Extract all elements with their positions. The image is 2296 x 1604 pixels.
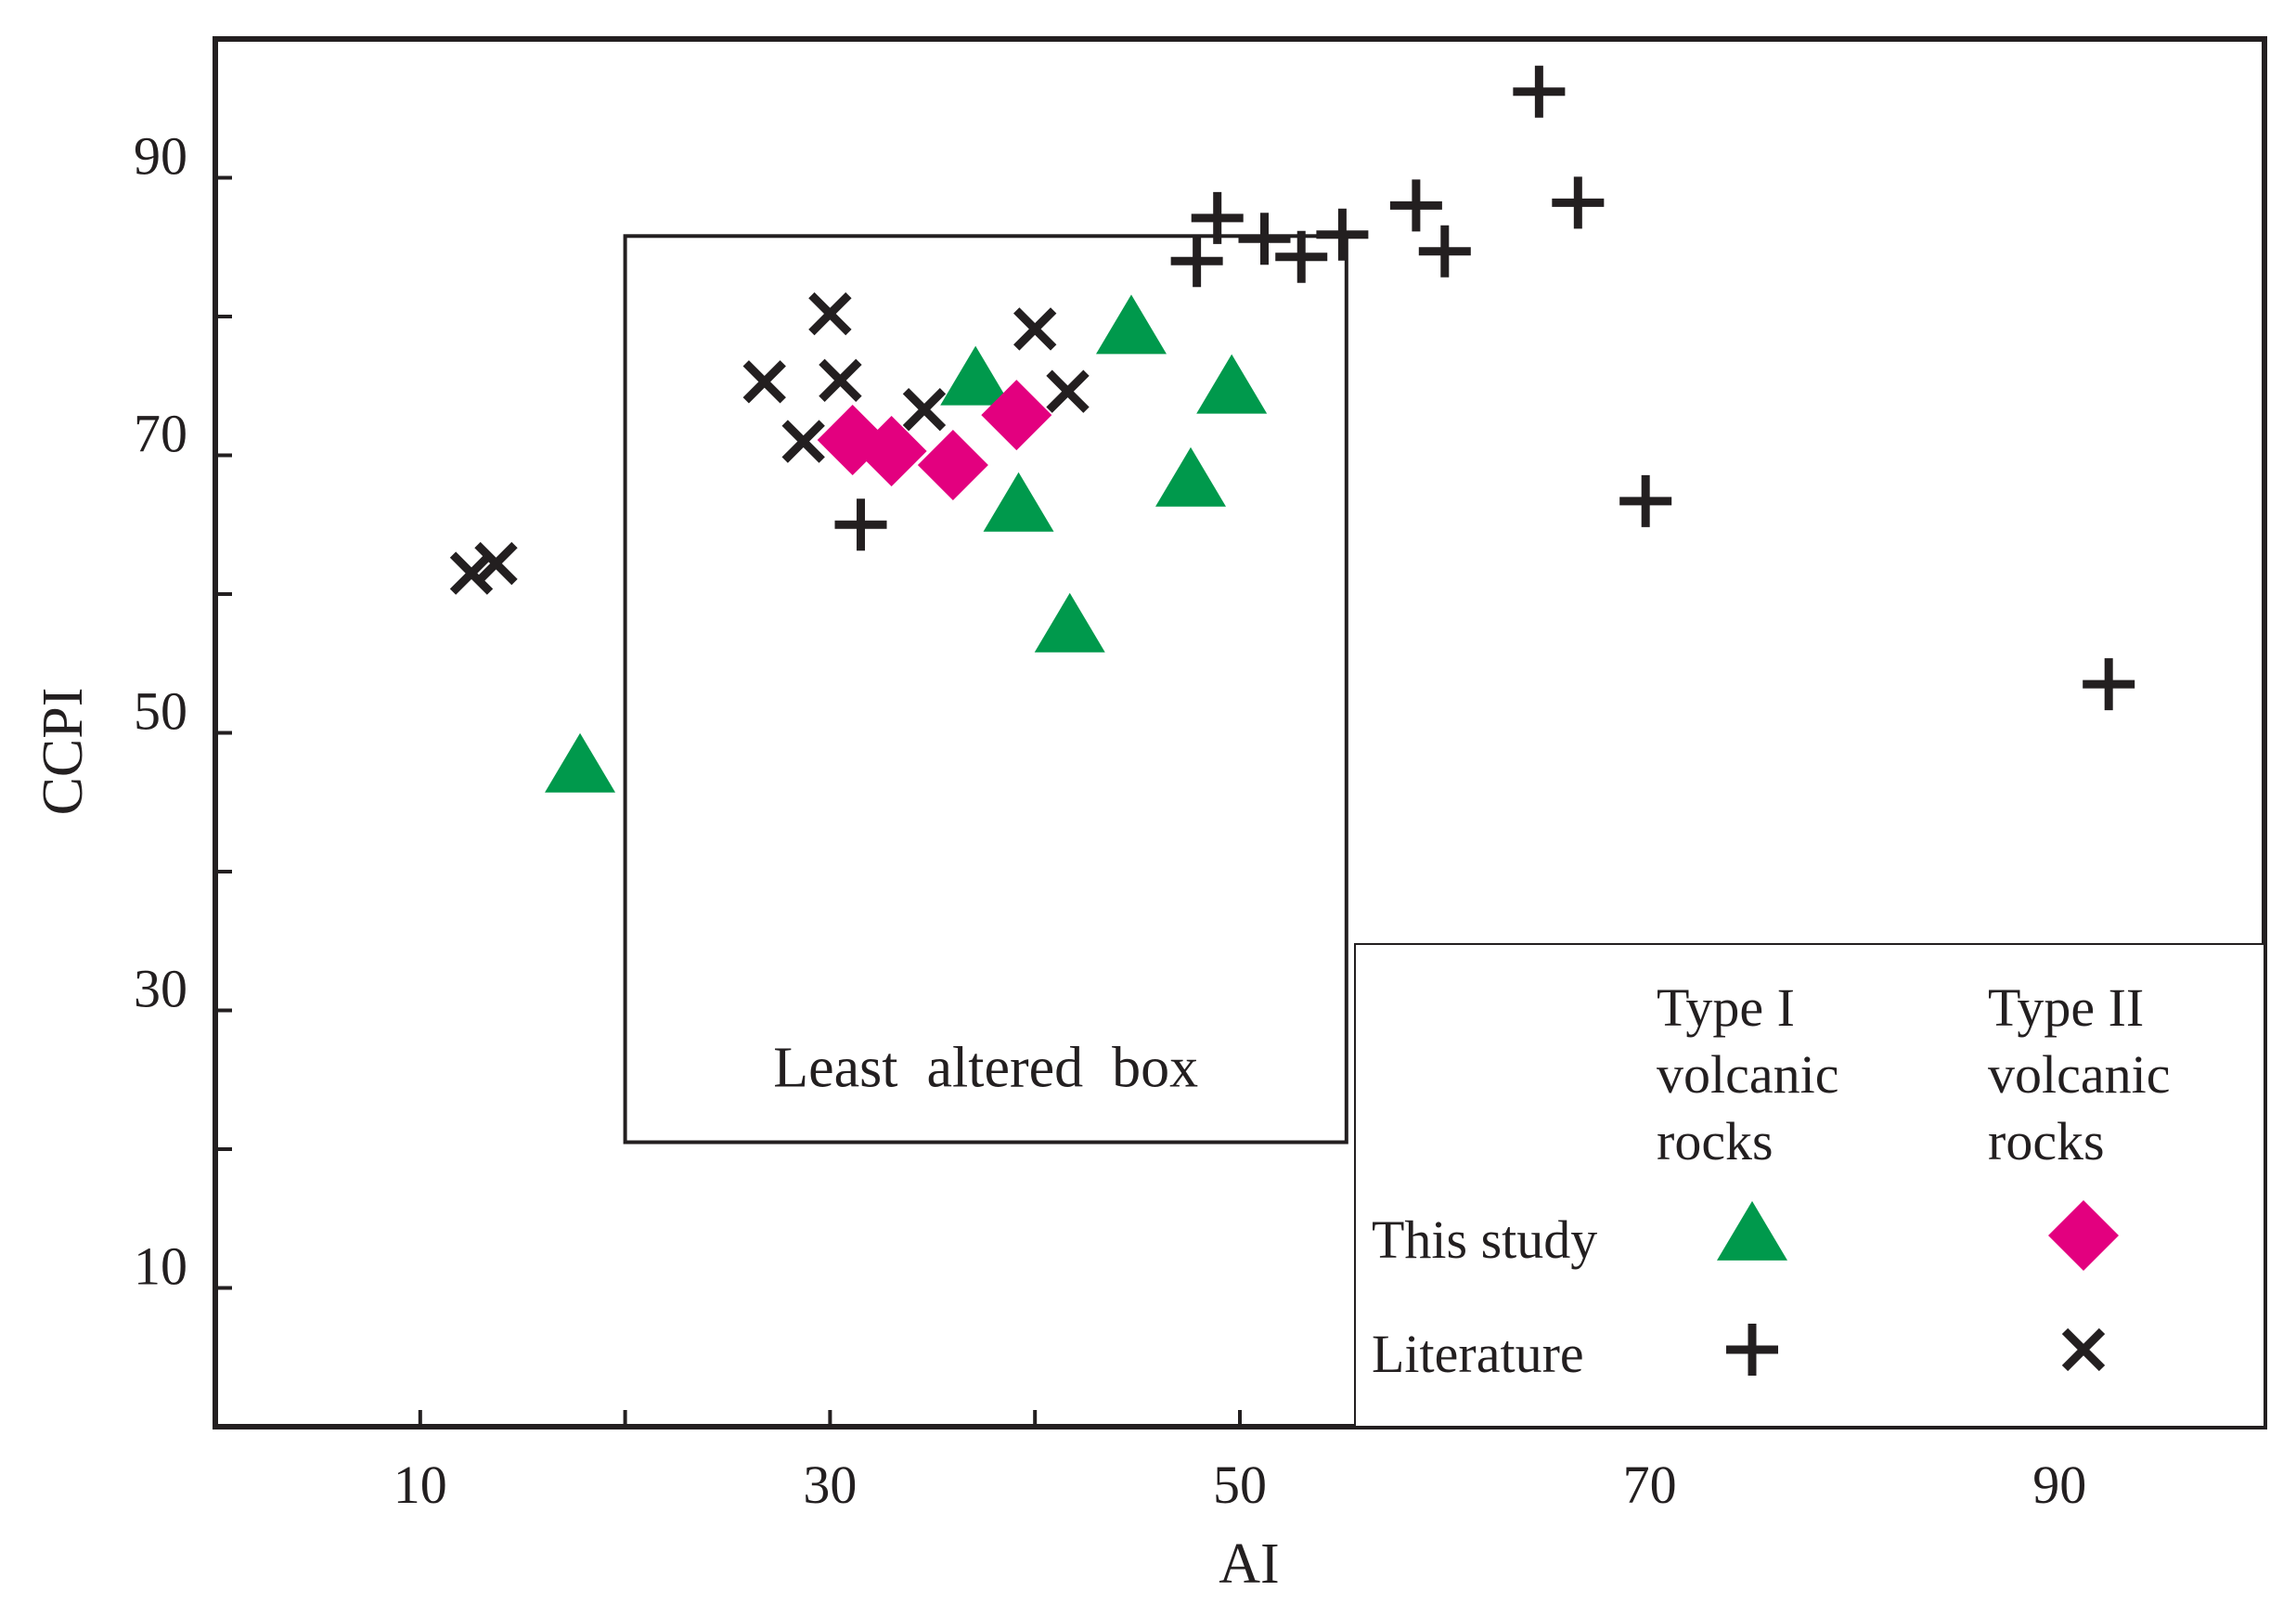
data-point-triangle bbox=[940, 345, 1012, 406]
data-point-plus bbox=[1552, 176, 1605, 229]
y-tick-label: 70 bbox=[134, 404, 187, 464]
least-altered-box-label: Least altered box bbox=[773, 1037, 1198, 1100]
y-tick-label: 10 bbox=[134, 1236, 187, 1297]
data-point-plus bbox=[1619, 474, 1672, 527]
x-tick-label: 70 bbox=[1623, 1455, 1677, 1515]
data-point-x bbox=[1013, 307, 1057, 351]
legend-row-label: This study bbox=[1372, 1209, 1597, 1270]
data-point-diamond bbox=[917, 429, 988, 500]
x-tick-label: 50 bbox=[1213, 1455, 1267, 1515]
legend-marker-diamond bbox=[2048, 1200, 2119, 1271]
legend-box bbox=[1354, 943, 2265, 1428]
y-tick-label: 30 bbox=[134, 959, 187, 1019]
legend-column-header: Type II volcanic rocks bbox=[1988, 977, 2170, 1171]
data-point-x bbox=[449, 551, 494, 595]
x-tick-label: 10 bbox=[393, 1455, 447, 1515]
data-point-x bbox=[902, 387, 947, 432]
data-point-plus bbox=[1191, 191, 1244, 244]
data-point-plus bbox=[1316, 208, 1369, 261]
data-point-plus bbox=[834, 498, 887, 551]
y-axis-title: CCPI bbox=[32, 688, 95, 816]
x-tick-label: 30 bbox=[803, 1455, 857, 1515]
legend-marker-plus bbox=[1726, 1324, 1778, 1376]
data-point-plus bbox=[1389, 179, 1442, 232]
data-point-x bbox=[1046, 369, 1090, 413]
data-point-triangle bbox=[545, 732, 616, 793]
data-point-triangle bbox=[1034, 592, 1105, 653]
axes: 10 30 50 70 90 10 30 50 70 90 AI CCPI bbox=[32, 36, 2267, 1596]
data-point-triangle bbox=[983, 472, 1054, 532]
data-point-triangle bbox=[1095, 294, 1167, 355]
y-tick-label: 90 bbox=[134, 126, 187, 187]
least-altered-box-layer: Least altered box bbox=[623, 234, 1348, 1145]
legend-marker-x bbox=[2061, 1327, 2106, 1372]
data-point-plus bbox=[2083, 658, 2135, 711]
y-tick-label: 50 bbox=[134, 681, 187, 742]
data-point-plus bbox=[1170, 235, 1223, 288]
data-point-triangle bbox=[1196, 354, 1268, 414]
x-axis-title: AI bbox=[1219, 1533, 1279, 1596]
data-point-x bbox=[781, 420, 825, 463]
data-point-x bbox=[819, 358, 862, 402]
x-tick-label: 90 bbox=[2032, 1455, 2086, 1515]
data-point-plus bbox=[1513, 65, 1566, 118]
data-point-x bbox=[742, 360, 786, 404]
data-point-x bbox=[808, 291, 852, 336]
data-point-diamond bbox=[981, 380, 1052, 451]
data-point-triangle bbox=[1155, 446, 1227, 507]
legend-row-label: Literature bbox=[1372, 1324, 1584, 1384]
data-point-x bbox=[474, 541, 518, 586]
data-point-plus bbox=[1238, 213, 1291, 265]
data-points bbox=[449, 65, 2135, 793]
legend-marker-triangle bbox=[1717, 1200, 1787, 1261]
least-altered-box bbox=[623, 234, 1348, 1145]
data-point-plus bbox=[1418, 225, 1471, 278]
data-point-diamond bbox=[856, 416, 927, 487]
data-point-plus bbox=[1275, 230, 1328, 283]
